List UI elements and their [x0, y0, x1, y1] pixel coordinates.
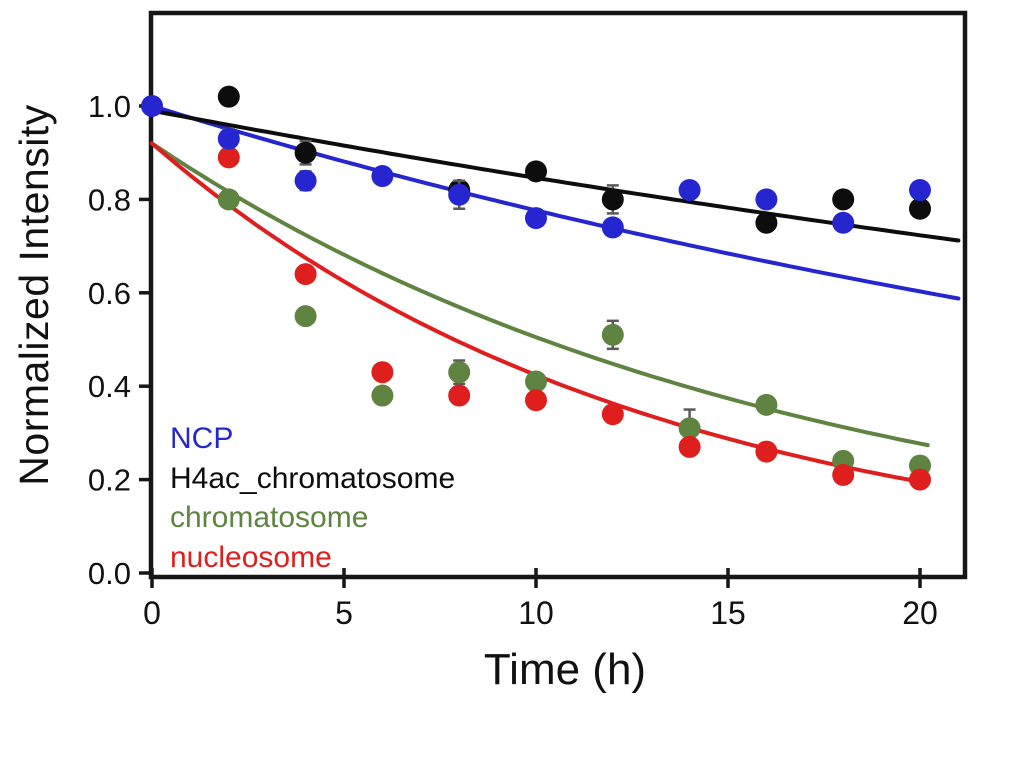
data-point-nucleosome — [601, 403, 624, 426]
data-point-ncp — [678, 179, 701, 202]
data-point-ncp — [448, 183, 471, 206]
data-point-ncp — [525, 207, 547, 230]
fit-line-ncp — [150, 104, 961, 301]
data-point-h4ac_chromatosome — [294, 141, 317, 164]
data-point-h4ac_chromatosome — [217, 85, 240, 108]
data-point-h4ac_chromatosome — [909, 197, 931, 220]
legend-item-ncp: NCP — [170, 422, 234, 455]
data-point-ncp — [832, 211, 855, 234]
y-axis-label: Normalized Intensity — [11, 104, 57, 486]
data-point-chromatosome — [755, 393, 778, 416]
data-point-chromatosome — [294, 305, 317, 328]
data-point-h4ac_chromatosome — [832, 188, 855, 211]
x-axis-label: Time (h) — [483, 645, 647, 694]
y-tick-label: 0.8 — [88, 182, 131, 217]
data-point-nucleosome — [448, 384, 471, 407]
y-tick-label: 0.4 — [88, 369, 131, 404]
x-tick-label: 5 — [335, 595, 353, 631]
data-point-chromatosome — [371, 384, 394, 407]
y-tick-label: 0.0 — [88, 556, 131, 591]
data-point-ncp — [141, 95, 163, 117]
data-point-chromatosome — [448, 361, 471, 384]
data-point-nucleosome — [678, 435, 701, 458]
plot-frame — [148, 10, 968, 580]
data-point-nucleosome — [217, 146, 240, 169]
data-point-ncp — [601, 216, 624, 239]
y-tick-label: 0.6 — [88, 276, 131, 311]
legend-item-chromatosome: chromatosome — [170, 501, 369, 534]
data-point-h4ac_chromatosome — [601, 188, 624, 211]
legend-item-nucleosome: nucleosome — [170, 540, 332, 574]
data-point-nucleosome — [294, 263, 317, 286]
data-point-nucleosome — [371, 361, 394, 384]
data-point-ncp — [909, 179, 931, 202]
data-point-chromatosome — [525, 370, 547, 393]
data-point-ncp — [371, 165, 394, 188]
data-point-chromatosome — [601, 323, 624, 346]
x-tick-label: 15 — [710, 595, 746, 631]
data-point-h4ac_chromatosome — [525, 160, 547, 183]
x-tick-label: 20 — [902, 595, 938, 631]
data-point-chromatosome — [217, 188, 240, 211]
data-point-ncp — [294, 169, 317, 192]
data-point-nucleosome — [832, 463, 855, 486]
x-tick-label: 0 — [143, 595, 161, 631]
data-point-nucleosome — [525, 389, 547, 412]
data-point-nucleosome — [909, 468, 931, 491]
data-point-nucleosome — [755, 440, 778, 463]
x-tick-label: 10 — [518, 595, 554, 631]
y-tick-label: 0.2 — [88, 463, 131, 498]
data-point-h4ac_chromatosome — [755, 211, 778, 234]
data-point-ncp — [217, 127, 240, 150]
fit-line-chromatosome — [150, 141, 930, 448]
fit-line-h4ac_chromatosome — [150, 108, 961, 243]
data-point-ncp — [755, 188, 778, 211]
legend-item-h4ac-chromatosome: H4ac_chromatosome — [170, 461, 456, 495]
y-tick-label: 1.0 — [88, 89, 131, 124]
legend: NCP H4ac_chromatosome chromatosome nucle… — [170, 419, 455, 577]
data-point-chromatosome — [678, 417, 701, 440]
